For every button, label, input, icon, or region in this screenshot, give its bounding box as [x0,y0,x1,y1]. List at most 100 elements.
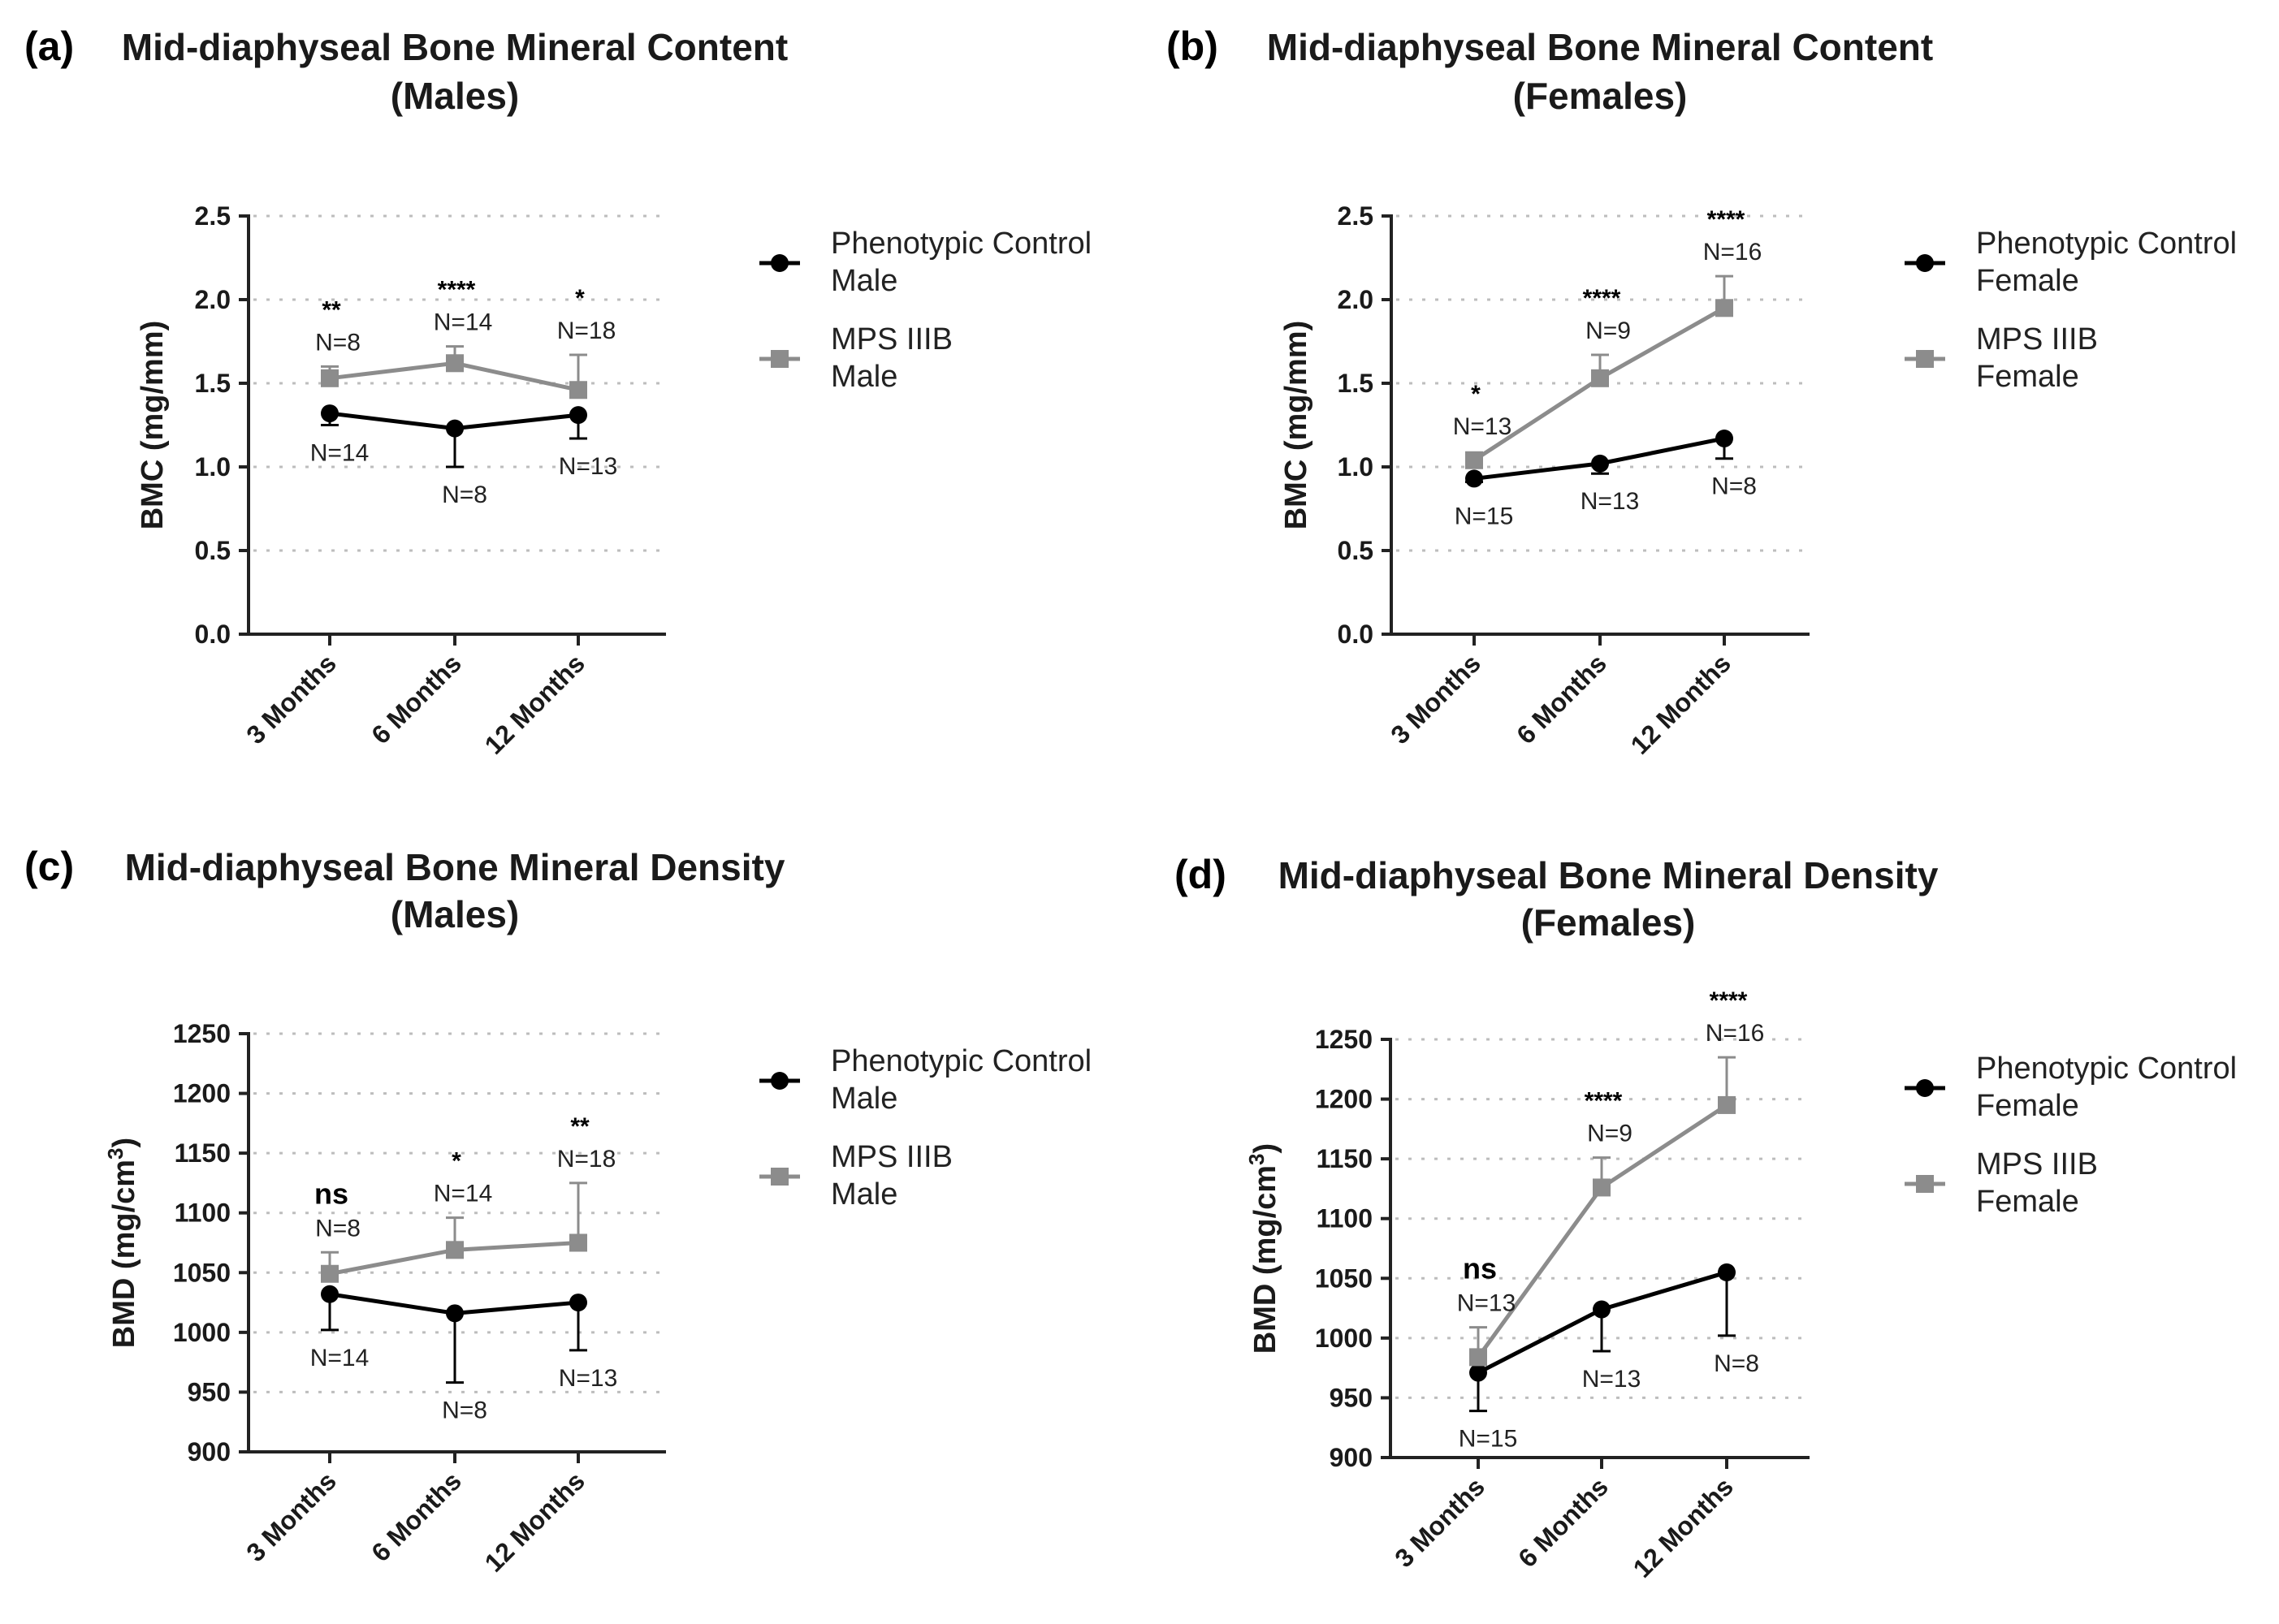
data-point [1469,1348,1487,1367]
y-tick-label: 1000 [1315,1324,1373,1353]
y-tick-label: 0.5 [1338,536,1373,565]
panel-b: (b) Mid-diaphyseal Bone Mineral Content (F… [1166,24,2237,760]
n-label-mps: N=9 [1585,317,1631,344]
legend-marker [1916,1175,1934,1193]
series-control [1465,429,1733,488]
panel-letter: (b) [1166,24,1218,69]
y-tick-label: 1.0 [1338,452,1373,482]
chart-subtitle: (Males) [391,75,519,117]
data-point [1593,1300,1611,1319]
legend-marker [771,350,789,368]
significance-marker: ns [1463,1252,1497,1285]
n-label-mps: N=9 [1587,1121,1632,1147]
data-point [446,354,464,373]
n-label-control: N=8 [442,1397,487,1424]
y-tick-label: 1050 [1315,1263,1373,1293]
n-label-mps: N=8 [315,329,361,356]
y-tick-label: 1200 [1315,1085,1373,1114]
legend-label-sex: Male [831,1082,897,1116]
data-point [446,419,464,438]
y-axis-title-main: BMC (mg/mm) [136,321,170,530]
y-tick-label: 1050 [173,1258,231,1287]
y-tick-label: 1.5 [1338,369,1373,398]
y-tick-label: 1150 [175,1138,231,1168]
data-point [569,1294,587,1312]
significance-marker: ** [570,1113,590,1140]
y-axis-title-main: BMC (mg/mm) [1279,321,1313,530]
data-point [321,369,339,387]
y-tick-label: 1200 [173,1079,231,1108]
n-label-control: N=8 [442,482,487,508]
y-axis-title-tail: ) [107,1138,141,1148]
legend-label: Phenotypic Control [1976,227,2237,261]
y-tick-label: 1250 [1315,1025,1373,1054]
data-point [1591,369,1609,387]
y-tick-label: 950 [1330,1383,1373,1412]
significance-marker: **** [1710,987,1748,1014]
y-tick-label: 2.0 [195,285,231,314]
y-axis-title: BMC (mg/mm) [136,321,170,530]
data-point [1715,429,1733,447]
series-mps-iiib [321,1181,587,1283]
x-tick-label: 6 Months [365,648,467,749]
legend-label: MPS IIIB [1976,322,2098,356]
panel-letter: (a) [24,24,74,69]
legend-marker [1916,254,1934,272]
significance-marker: * [452,1148,461,1175]
panel-letter: (c) [24,844,74,889]
y-tick-label: 2.5 [1338,201,1373,231]
n-label-control: N=15 [1455,503,1514,529]
significance-marker: * [1471,381,1481,408]
y-tick-label: 1150 [1317,1144,1373,1173]
x-tick-label: 12 Months [1625,648,1736,759]
data-point [1718,1095,1736,1114]
legend-label-sex: Female [1976,360,2079,394]
n-label-mps: N=8 [315,1215,361,1242]
legend-label: Phenotypic Control [831,227,1092,261]
chart-title: Mid-diaphyseal Bone Mineral Content [122,26,788,68]
data-point [321,1264,339,1283]
n-label-control: N=13 [559,453,618,480]
y-axis-title-tail: ) [1248,1143,1282,1154]
y-axis-title-main: BMD (mg/cm [1248,1165,1282,1354]
y-tick-label: 0.0 [1338,620,1373,649]
data-point [1469,1363,1487,1382]
n-label-control: N=15 [1459,1426,1518,1453]
n-label-mps: N=16 [1706,1020,1765,1047]
data-point [1718,1263,1736,1281]
legend-label-sex: Female [1976,264,2079,298]
x-tick-label: 12 Months [1628,1471,1739,1583]
n-label-control: N=13 [1581,488,1640,515]
y-axis-title: BMC (mg/mm) [1279,321,1313,530]
legend-marker [1916,1079,1934,1097]
n-label-mps: N=14 [434,1181,493,1207]
chart-subtitle: (Females) [1513,75,1688,117]
n-label-control: N=13 [1582,1366,1641,1393]
legend-label-sex: Male [831,360,897,394]
y-axis-title-sup: 3 [103,1147,128,1159]
x-tick-label: 3 Months [1385,648,1486,749]
legend-label: MPS IIIB [1976,1147,2098,1181]
panel-c: (c) Mid-diaphyseal Bone Mineral Density (M… [24,844,1092,1578]
x-tick-label: 6 Months [1511,648,1612,749]
data-point [569,406,587,425]
n-label-mps: N=18 [557,1146,616,1173]
x-tick-label: 6 Months [1512,1471,1614,1573]
x-tick-label: 6 Months [365,1466,467,1567]
panel-a: (a) Mid-diaphyseal Bone Mineral Content (M… [24,24,1092,760]
chart-subtitle: (Females) [1521,901,1696,944]
chart-title: Mid-diaphyseal Bone Mineral Content [1267,26,1933,68]
data-point [446,1304,464,1323]
data-point [321,404,339,423]
series-mps-iiib [1469,1056,1736,1367]
data-point [321,1285,339,1303]
y-tick-label: 950 [188,1377,231,1406]
legend-marker [1916,350,1934,368]
n-label-mps: N=13 [1453,413,1512,440]
data-point [1465,451,1483,469]
n-label-mps: N=14 [434,309,493,336]
significance-marker: * [575,285,585,312]
